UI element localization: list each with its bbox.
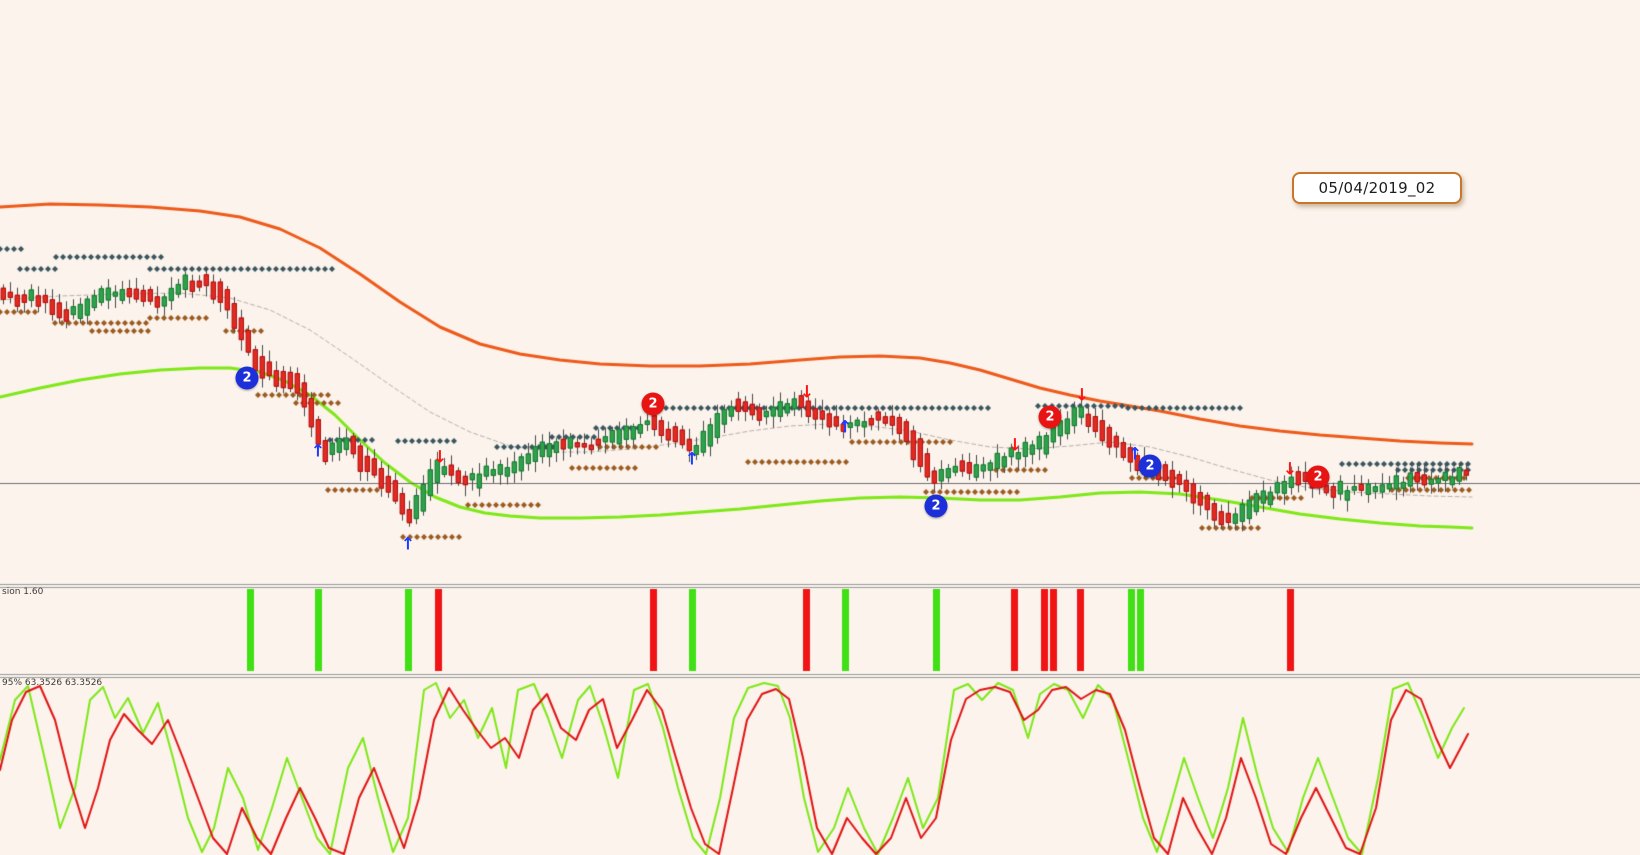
histogram-panel-label: sion 1.60 (2, 587, 44, 597)
date-label[interactable]: 05/04/2019_02 (1292, 172, 1462, 204)
oscillator-panel-label: 95% 63.3526 63.3526 (2, 678, 103, 688)
